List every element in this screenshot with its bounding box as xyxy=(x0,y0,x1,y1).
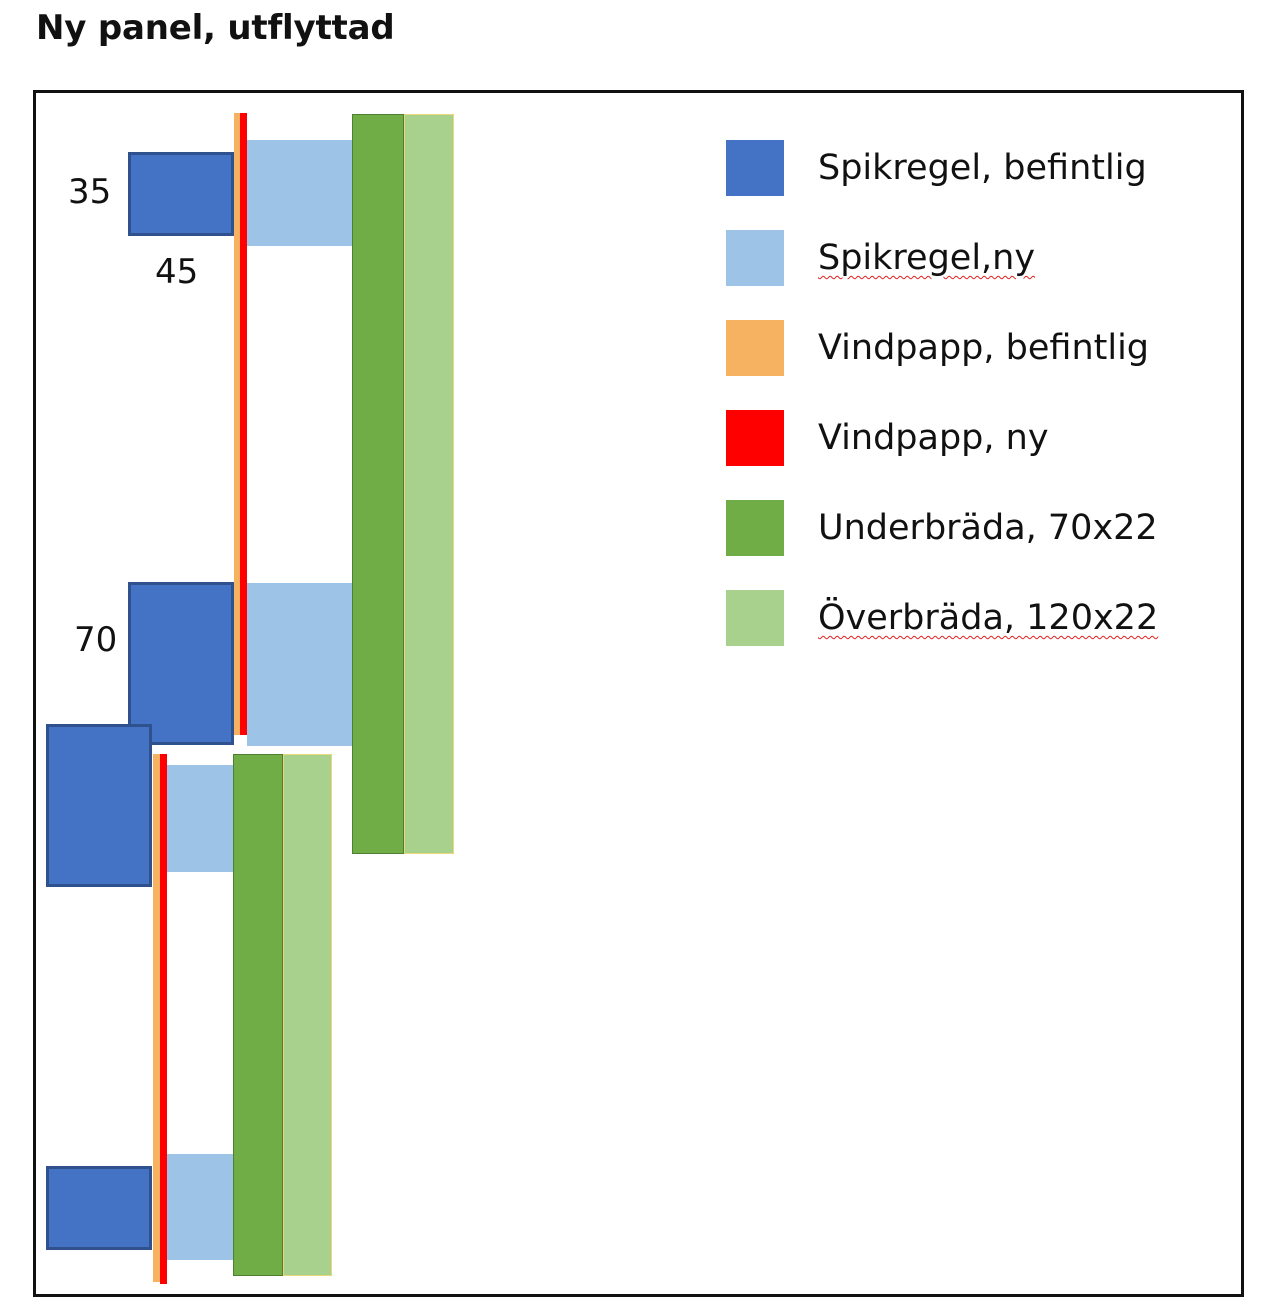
legend-swatch-existing-stud xyxy=(726,140,784,196)
dimension-label-45: 45 xyxy=(155,252,199,292)
diagram-title: Ny panel, utflyttad xyxy=(36,8,395,48)
over-board-lower xyxy=(283,754,332,1276)
existing-stud-lower-middle xyxy=(46,724,152,887)
legend-swatch-new-wind-paper xyxy=(726,410,784,466)
new-wind-paper-lower xyxy=(160,754,167,1284)
legend-label: Överbräda, 120x22 xyxy=(818,598,1159,638)
existing-stud-bottom xyxy=(46,1166,152,1250)
new-stud-upper-middle xyxy=(247,583,353,746)
existing-stud-top xyxy=(128,152,234,236)
legend-swatch-under-board xyxy=(726,500,784,556)
legend-label: Spikregel,ny xyxy=(818,238,1036,278)
under-board-upper xyxy=(352,114,404,854)
legend-swatch-over-board xyxy=(726,590,784,646)
new-wind-paper-upper xyxy=(240,113,247,735)
under-board-lower xyxy=(233,754,283,1276)
legend-swatch-new-stud xyxy=(726,230,784,286)
existing-wind-paper-lower xyxy=(153,754,161,1282)
legend-label: Vindpapp, ny xyxy=(818,418,1049,458)
existing-stud-upper-middle xyxy=(128,582,234,745)
diagram-frame xyxy=(33,90,1244,1297)
dimension-label-35: 35 xyxy=(68,172,112,212)
legend-label: Spikregel, befintlig xyxy=(818,148,1147,188)
legend-label: Underbräda, 70x22 xyxy=(818,508,1158,548)
new-stud-top xyxy=(247,140,353,246)
dimension-label-70: 70 xyxy=(74,620,118,660)
over-board-upper xyxy=(404,114,454,854)
new-stud-bottom xyxy=(167,1154,234,1260)
existing-wind-paper-upper xyxy=(234,113,242,735)
new-stud-lower-middle xyxy=(167,765,234,872)
legend-swatch-existing-wind-paper xyxy=(726,320,784,376)
legend-label: Vindpapp, befintlig xyxy=(818,328,1150,368)
